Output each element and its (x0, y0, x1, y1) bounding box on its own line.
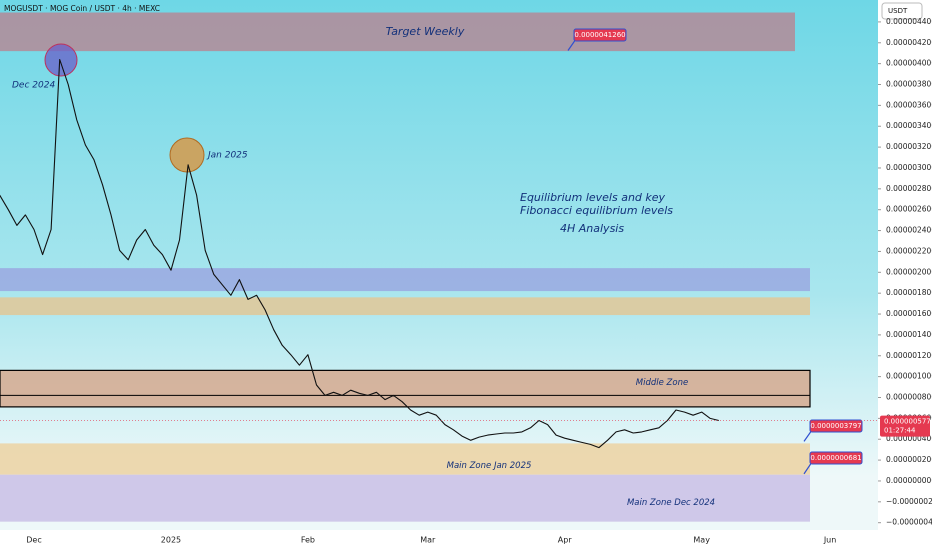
y-tick-label: 0.0000024000 (886, 226, 932, 235)
zone-label: Main Zone Jan 2025 (447, 461, 532, 471)
y-tick-label: 0.0000000000 (886, 476, 932, 485)
y-tick-label: 0.0000032000 (886, 142, 932, 151)
last-price-label: 0.0000005778 (884, 418, 932, 426)
y-tick-label: 0.0000022000 (886, 246, 932, 255)
zone (0, 369, 811, 408)
annotation: Jan 2025 (206, 151, 248, 161)
zone (0, 297, 810, 316)
zone-label: Target Weekly (386, 25, 465, 38)
y-tick-label: 0.0000016000 (886, 309, 932, 318)
x-tick-label: Apr (558, 536, 573, 545)
x-tick-label: Feb (301, 536, 315, 545)
y-tick-label: 0.0000008000 (886, 393, 932, 402)
y-tick-label: −0.0000002000 (886, 497, 932, 506)
price-box (809, 451, 863, 465)
y-tick-label: 0.0000026000 (886, 205, 932, 214)
y-tick-label: 0.0000042000 (886, 38, 932, 47)
y-tick-label: 0.0000030000 (886, 163, 932, 172)
y-tick-label: 0.0000028000 (886, 184, 932, 193)
currency-label: USDT (888, 7, 908, 15)
y-tick-label: −0.0000004000 (886, 518, 932, 527)
y-tick-label: 0.0000004000 (886, 434, 932, 443)
y-tick-label: 0.0000044000 (886, 17, 932, 26)
price-box (809, 419, 863, 433)
annotation: Fibonacci equilibrium levels (520, 204, 673, 217)
price-line (0, 58, 719, 449)
annotation: Equilibrium levels and key (520, 191, 666, 204)
x-tick-label: 2025 (161, 536, 181, 545)
axis-background (0, 530, 878, 550)
last-price-box (880, 415, 930, 437)
y-tick-label: 0.0000018000 (886, 288, 932, 297)
zone (0, 443, 810, 475)
zone (0, 474, 810, 522)
zone-label: Main Zone Dec 2024 (627, 498, 715, 508)
y-tick-label: 0.0000012000 (886, 351, 932, 360)
x-tick-label: Mar (420, 536, 436, 545)
zone (0, 12, 795, 52)
countdown: 01:27:44 (884, 427, 916, 435)
price-label: 0.0000000681 (810, 454, 861, 462)
y-tick-label: 0.0000020000 (886, 267, 932, 276)
zone-label: Middle Zone (636, 378, 688, 388)
y-tick-label: 0.0000002000 (886, 455, 932, 464)
y-tick-label: 0.0000010000 (886, 372, 932, 381)
x-tick-label: Dec (26, 536, 41, 545)
price-box (573, 28, 627, 42)
y-tick-label: 0.0000034000 (886, 121, 932, 130)
y-tick-label: 0.0000038000 (886, 80, 932, 89)
x-tick-label: May (693, 536, 710, 545)
zone (0, 268, 810, 292)
peak-circle (169, 137, 205, 173)
plot-background (0, 0, 878, 530)
price-label: 0.0000003797 (810, 422, 861, 430)
x-tick-label: Jun (823, 536, 837, 545)
annotation: 4H Analysis (560, 222, 624, 235)
peak-circle (44, 43, 78, 77)
y-tick-label: 0.0000014000 (886, 330, 932, 339)
annotation: Dec 2024 (12, 81, 55, 91)
chart-title: MOGUSDT · MOG Coin / USDT · 4h · MEXC (4, 4, 160, 13)
currency-button[interactable] (881, 2, 923, 20)
price-label: 0.0000041260 (574, 31, 625, 39)
y-tick-label: 0.0000036000 (886, 100, 932, 109)
axis-background (878, 0, 932, 550)
y-tick-label: 0.0000040000 (886, 59, 932, 68)
